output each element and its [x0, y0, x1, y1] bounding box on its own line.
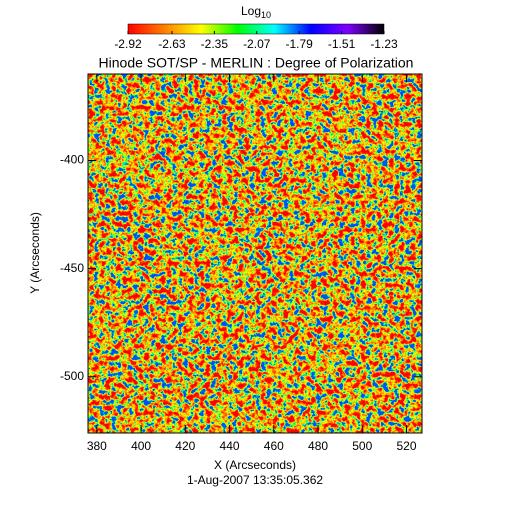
y-tick-label: -400: [60, 153, 84, 167]
y-tick-label: -450: [60, 261, 84, 275]
colorbar-tick-label: -2.35: [201, 37, 229, 51]
x-tick-label: 520: [397, 439, 417, 453]
x-tick-label: 380: [87, 439, 107, 453]
colorbar-tick-label: -1.79: [285, 37, 313, 51]
chart-title: Hinode SOT/SP - MERLIN : Degree of Polar…: [99, 55, 414, 71]
colorbar-tick-label: -1.23: [370, 37, 398, 51]
y-axis-label: Y (Arcseconds): [28, 212, 42, 294]
x-tick-label: 500: [352, 439, 372, 453]
polarization-map: [88, 74, 422, 433]
colorbar-tick-label: -2.63: [158, 37, 186, 51]
y-tick-label: -500: [60, 369, 84, 383]
colorbar-tick-label: -2.07: [243, 37, 271, 51]
x-tick-label: 420: [175, 439, 195, 453]
colorbar-tick-label: -1.51: [328, 37, 356, 51]
x-tick-label: 440: [220, 439, 240, 453]
x-axis-label: X (Arcseconds): [214, 458, 296, 472]
colorbar: [127, 23, 385, 35]
x-tick-label: 480: [308, 439, 328, 453]
plot-frame: [87, 73, 423, 434]
colorbar-tick-label: -2.92: [114, 37, 142, 51]
x-tick-label: 460: [264, 439, 284, 453]
x-tick-label: 400: [131, 439, 151, 453]
colorbar-label: Log10: [241, 4, 271, 20]
date-label: 1-Aug-2007 13:35:05.362: [187, 473, 323, 487]
